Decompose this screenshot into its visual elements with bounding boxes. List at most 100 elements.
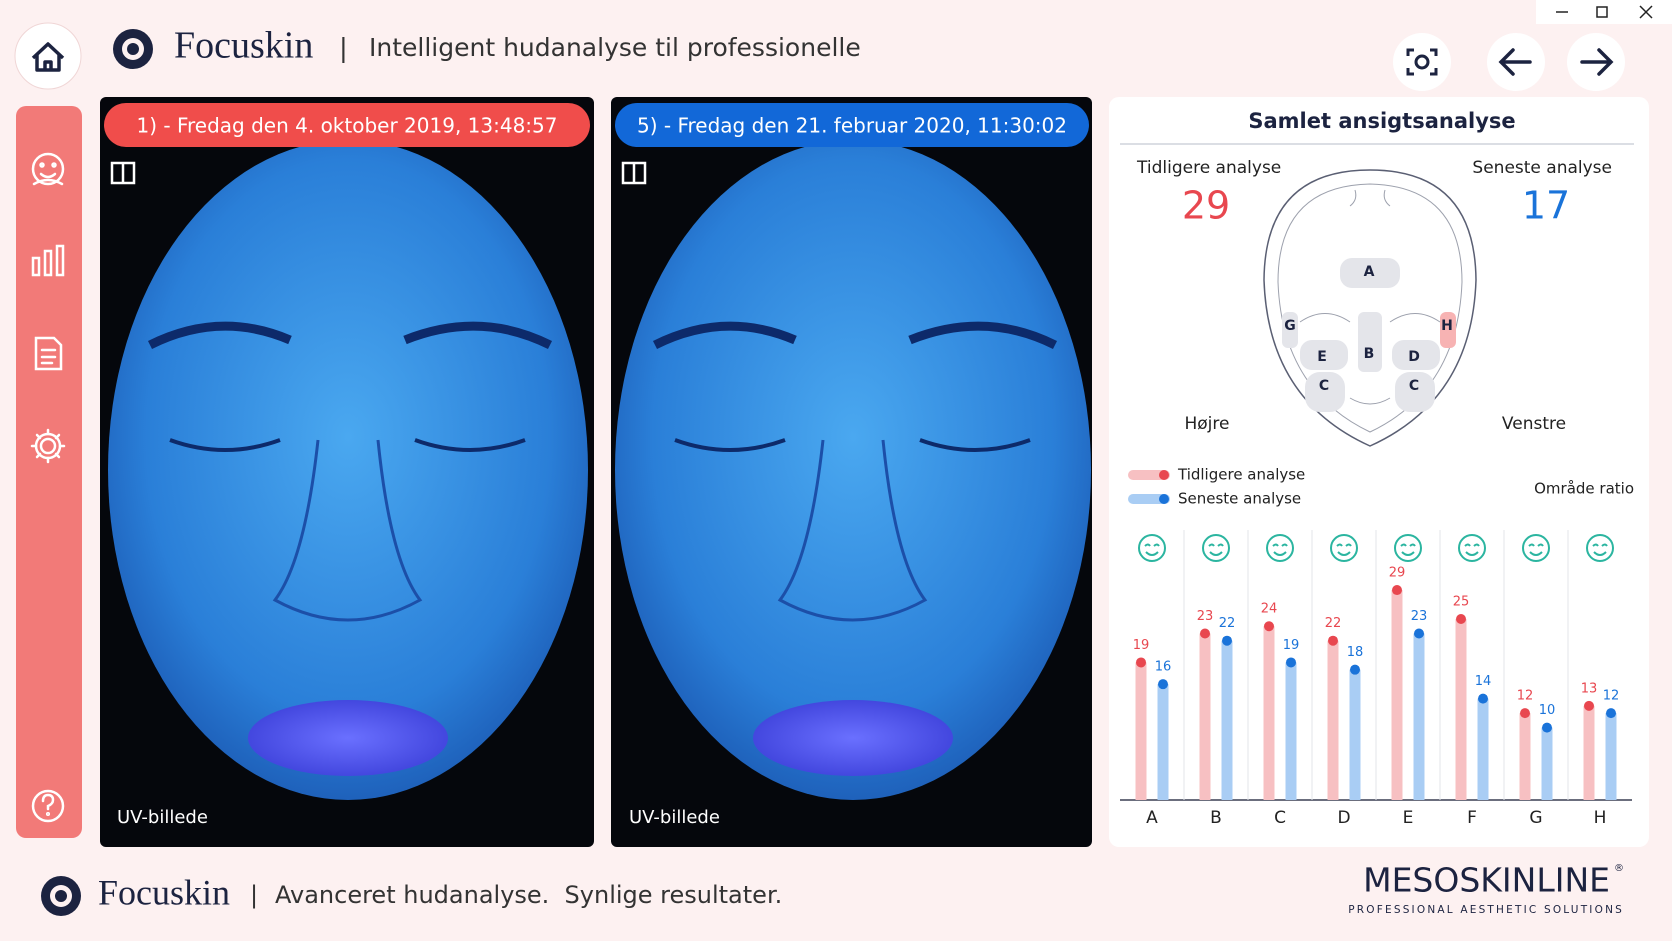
image-mode-label: UV-billede <box>629 807 720 828</box>
partner-mark: ® <box>1614 863 1624 874</box>
value-label: 29 <box>1389 566 1406 581</box>
status-face-outline <box>1394 534 1422 562</box>
photo-date: 1) - Fredag den 4. oktober 2019, 13:48:5… <box>137 114 558 138</box>
face-diagram <box>1263 169 1477 447</box>
region-label: D <box>1408 349 1420 365</box>
bar-dot <box>1200 628 1210 639</box>
status-face-outline <box>1330 534 1358 562</box>
legend-dot <box>1159 470 1169 480</box>
screenshot-button[interactable] <box>1393 33 1451 91</box>
bar <box>1221 640 1233 800</box>
status-face <box>1266 534 1294 562</box>
ratio-label: Område ratio <box>1534 480 1634 498</box>
bar <box>1583 705 1595 800</box>
region-chart: Tidligere analyse Seneste analyse A 19 16 B 23… <box>1120 466 1632 828</box>
settings-button[interactable] <box>30 428 66 464</box>
partner-subtitle: PROFESSIONAL AESTHETIC SOLUTIONS <box>1348 904 1624 916</box>
status-face-outline <box>1138 534 1166 562</box>
status-face <box>1458 534 1486 562</box>
x-tick-label: G <box>1529 808 1542 828</box>
legend-dot <box>1159 494 1169 504</box>
status-face-features <box>1208 543 1224 556</box>
bar-dot <box>1136 657 1146 668</box>
bar-dot <box>1606 708 1616 719</box>
region-label: G <box>1284 318 1296 334</box>
x-tick-label: E <box>1403 808 1414 828</box>
uv-face-image <box>615 140 1091 800</box>
bar-dot <box>1478 693 1488 704</box>
legend-swatch <box>1128 470 1170 480</box>
restore-button[interactable] <box>1596 6 1608 18</box>
bar <box>1285 662 1297 800</box>
photo-panel: 1) - Fredag den 4. oktober 2019, 13:48:5… <box>100 97 594 847</box>
status-face <box>1202 534 1230 562</box>
previous-score: 29 <box>1182 184 1230 228</box>
value-label: 24 <box>1261 602 1278 617</box>
value-label: 16 <box>1155 660 1172 675</box>
bar <box>1135 662 1147 800</box>
status-face-features <box>1464 543 1480 556</box>
bar-dot <box>1350 664 1360 675</box>
home-button[interactable] <box>14 22 82 90</box>
footer-logo <box>41 876 81 916</box>
status-face-outline <box>1202 534 1230 562</box>
bar-dot <box>1158 679 1168 690</box>
footer-tagline: Avanceret hudanalyse. Synlige resultater… <box>275 881 782 909</box>
status-face-features <box>1144 543 1160 556</box>
forward-button[interactable] <box>1567 33 1625 91</box>
date-pill[interactable] <box>104 103 590 147</box>
partner-brand: MESOSKINLINE <box>1363 861 1610 900</box>
region-label: A <box>1364 264 1375 280</box>
bar <box>1349 669 1361 800</box>
status-face-outline <box>1266 534 1294 562</box>
status-face-features <box>1592 543 1608 556</box>
bar-dot <box>1456 614 1466 624</box>
bar-dot <box>1584 700 1594 711</box>
side-label: Venstre <box>1502 414 1566 434</box>
legend-label: Seneste analyse <box>1178 490 1301 508</box>
value-label: 12 <box>1603 689 1620 704</box>
date-pill[interactable] <box>615 103 1089 147</box>
statistics-button[interactable] <box>31 244 65 277</box>
x-tick-label: D <box>1337 808 1350 828</box>
bar-dot <box>1222 635 1232 646</box>
status-face <box>1394 534 1422 562</box>
bar <box>1391 590 1403 800</box>
footer-brand: Focuskin <box>98 872 230 912</box>
separator: | <box>250 881 258 909</box>
legend-swatch <box>1128 494 1170 504</box>
value-label: 22 <box>1219 616 1236 631</box>
bar-dot <box>1286 657 1296 668</box>
face-analysis-button[interactable] <box>31 152 65 186</box>
status-face-outline <box>1522 534 1550 562</box>
bar <box>1413 633 1425 800</box>
status-face-features <box>1336 543 1352 556</box>
bar-dot <box>1392 585 1402 596</box>
help-button[interactable] <box>31 789 65 823</box>
value-label: 19 <box>1133 638 1150 653</box>
region-label: B <box>1364 346 1375 362</box>
value-label: 18 <box>1347 645 1364 660</box>
value-label: 23 <box>1197 609 1214 624</box>
bar <box>1327 640 1339 800</box>
x-tick-label: A <box>1146 808 1158 828</box>
bar <box>1541 727 1553 800</box>
back-button[interactable] <box>1487 33 1545 91</box>
region-label: H <box>1441 318 1453 334</box>
bar <box>1519 713 1531 800</box>
bar-dot <box>1414 628 1424 639</box>
value-label: 25 <box>1453 595 1470 610</box>
bar <box>1477 698 1489 800</box>
value-label: 10 <box>1539 703 1556 718</box>
uv-face-image <box>108 140 588 800</box>
close-button[interactable] <box>1639 5 1653 19</box>
bar-dot <box>1328 635 1338 646</box>
report-button[interactable] <box>34 336 63 371</box>
bar <box>1263 626 1275 800</box>
value-label: 14 <box>1475 674 1492 689</box>
bar <box>1199 633 1211 800</box>
latest-label: Seneste analyse <box>1472 158 1612 178</box>
previous-label: Tidligere analyse <box>1136 158 1281 178</box>
sidebar <box>16 106 82 838</box>
